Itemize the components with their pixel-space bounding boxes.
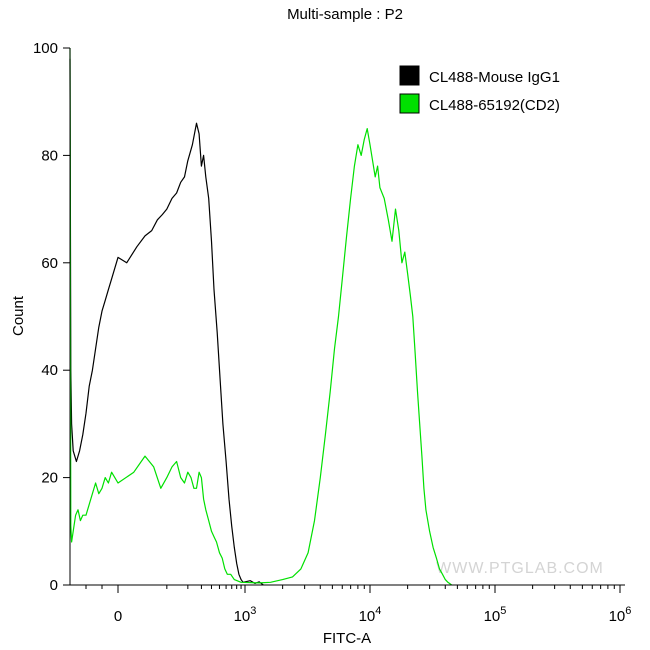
series-layer <box>69 47 453 586</box>
x-tick-label: 105 <box>484 605 507 625</box>
legend-swatch-isotype <box>399 65 420 86</box>
y-tick-label: 20 <box>41 470 58 487</box>
legend-label-isotype: CL488-Mouse IgG1 <box>429 69 560 86</box>
y-tick-label: 60 <box>41 255 58 272</box>
axes-layer <box>69 48 625 586</box>
x-tick-label: 104 <box>359 605 382 625</box>
legend-label-cd2: CL488-65192(CD2) <box>429 97 560 114</box>
watermark-text: WWW.PTGLAB.COM <box>436 560 604 577</box>
series-line-isotype <box>69 58 264 586</box>
y-axis-label: Count <box>10 295 27 336</box>
y-tick-label: 80 <box>41 147 58 164</box>
x-tick-label: 106 <box>609 605 632 625</box>
y-tick-label: 0 <box>50 577 58 594</box>
chart-title: Multi-sample : P2 <box>287 6 403 23</box>
y-tick-label: 100 <box>33 40 58 57</box>
x-tick-label: 0 <box>114 608 122 625</box>
legend: CL488-Mouse IgG1 CL488-65192(CD2) <box>399 65 560 114</box>
y-tick-label: 40 <box>41 362 58 379</box>
x-axis-label: FITC-A <box>323 630 371 647</box>
legend-swatch-cd2 <box>399 93 420 114</box>
y-ticks: 0 20 40 60 80 100 <box>33 40 70 594</box>
x-ticks: 0 103 104 105 106 <box>85 585 632 625</box>
x-tick-label: 103 <box>234 605 257 625</box>
series-line-cd2 <box>69 47 453 586</box>
